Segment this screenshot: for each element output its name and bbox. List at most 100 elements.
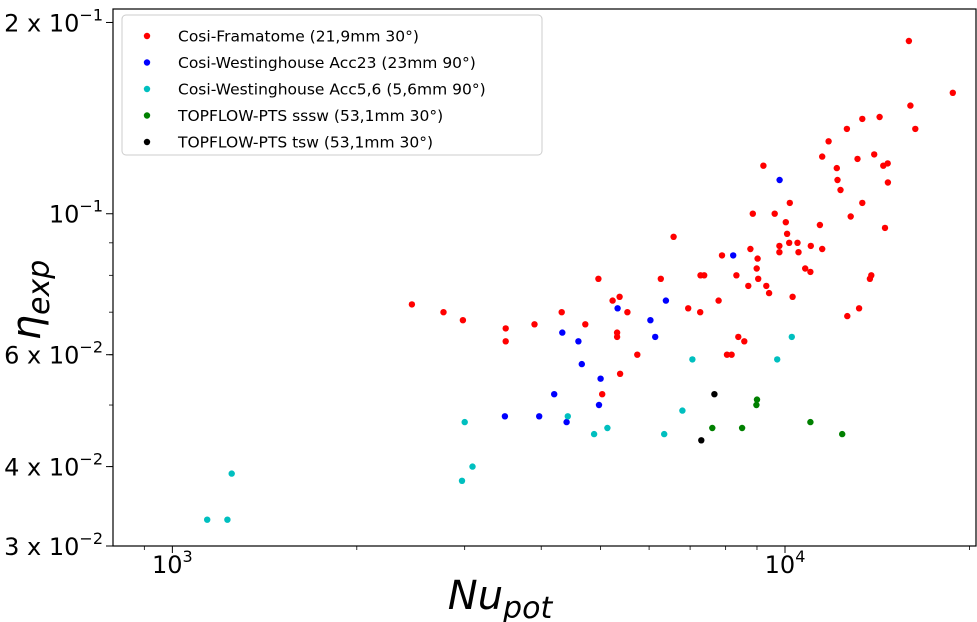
axis-label-subscript: exp (22, 260, 57, 315)
data-point (771, 210, 778, 217)
data-point (502, 338, 509, 345)
data-point (597, 375, 604, 382)
data-point (595, 275, 602, 282)
axis-label-main: η (4, 315, 50, 340)
data-point (559, 329, 566, 336)
data-point (575, 338, 582, 345)
x-axis-label: Nupot (448, 573, 554, 622)
data-point (685, 305, 692, 312)
data-point (709, 424, 716, 432)
data-point (795, 249, 802, 256)
legend: Cosi-Framatome (21,9mm 30°) Cosi-Westingh… (121, 14, 543, 156)
data-point (881, 224, 889, 232)
data-point (755, 275, 762, 282)
data-point (730, 252, 737, 259)
data-point (616, 370, 624, 377)
data-point (837, 186, 844, 194)
data-point (735, 333, 742, 341)
data-point (859, 115, 866, 123)
data-point (834, 176, 841, 184)
data-point (697, 309, 704, 316)
data-point (558, 309, 565, 316)
data-point (763, 282, 770, 290)
data-point (624, 309, 631, 316)
data-point (839, 430, 846, 438)
data-point (868, 272, 875, 279)
y-tick-label: 3 x 10−2 (4, 529, 103, 561)
data-point (802, 265, 809, 272)
data-point (578, 360, 585, 368)
data-point (563, 418, 570, 426)
data-point (807, 268, 814, 276)
data-point (670, 233, 677, 240)
data-point (912, 125, 919, 133)
data-point (753, 396, 761, 403)
data-point (905, 37, 913, 45)
data-point (501, 413, 509, 420)
axes-frame (112, 8, 977, 547)
data-point (794, 239, 801, 246)
data-point (871, 151, 878, 158)
data-point (876, 113, 883, 121)
data-point (440, 309, 447, 316)
legend-label: Cosi-Framatome (21,9mm 30°) (178, 28, 419, 46)
axis-label-subscript: pot (502, 591, 553, 622)
data-point (907, 102, 914, 109)
data-point (679, 407, 686, 414)
data-point (819, 153, 826, 160)
data-point (469, 463, 476, 470)
data-point (843, 125, 851, 133)
data-point (816, 221, 824, 229)
y-tick-base: 10 (49, 201, 80, 229)
data-point (723, 351, 731, 358)
data-point (595, 401, 603, 409)
y-tick-label: 10−1 (49, 197, 103, 229)
data-point (715, 297, 722, 304)
data-point (228, 470, 235, 477)
data-point (657, 275, 664, 282)
data-point (854, 155, 861, 163)
y-tick-exponent: −1 (79, 197, 103, 216)
data-point (786, 199, 793, 207)
data-point (728, 351, 735, 358)
x-tick-exponent: 3 (183, 547, 193, 566)
data-point (718, 252, 726, 259)
data-point (745, 282, 752, 290)
data-point (614, 305, 621, 312)
legend-label: TOPFLOW-PTS sssw (53,1mm 30°) (177, 107, 443, 125)
data-point (458, 477, 466, 484)
y-tick-label: 2 x 10−1 (4, 5, 103, 37)
y-tick-label: 6 x 10−2 (4, 338, 103, 370)
data-point (807, 242, 814, 250)
data-point (753, 265, 760, 272)
data-point (774, 356, 781, 363)
legend-marker (143, 112, 151, 119)
data-point (616, 293, 623, 300)
data-point (776, 242, 783, 250)
data-point (599, 391, 606, 398)
data-point (711, 391, 718, 398)
data-point (459, 317, 467, 324)
data-point (551, 391, 558, 398)
x-tick-exponent: 4 (795, 547, 805, 566)
data-point (859, 199, 866, 207)
legend-box (121, 14, 543, 156)
data-point (661, 430, 668, 438)
data-point (582, 321, 589, 328)
data-point (847, 213, 854, 220)
data-point (884, 179, 892, 186)
data-point (788, 333, 795, 341)
y-tick-exponent: −1 (79, 5, 103, 24)
data-point (689, 356, 696, 363)
y-tick-exponent: −2 (79, 338, 103, 357)
y-tick-exponent: −2 (79, 529, 103, 548)
data-point (634, 351, 641, 358)
data-point (749, 210, 756, 217)
data-point (753, 401, 760, 409)
data-point (408, 301, 416, 308)
data-point (786, 239, 793, 246)
data-point (844, 312, 851, 320)
data-point (789, 293, 796, 300)
data-point (741, 338, 748, 345)
y-tick-label: 4 x 10−2 (4, 450, 103, 482)
